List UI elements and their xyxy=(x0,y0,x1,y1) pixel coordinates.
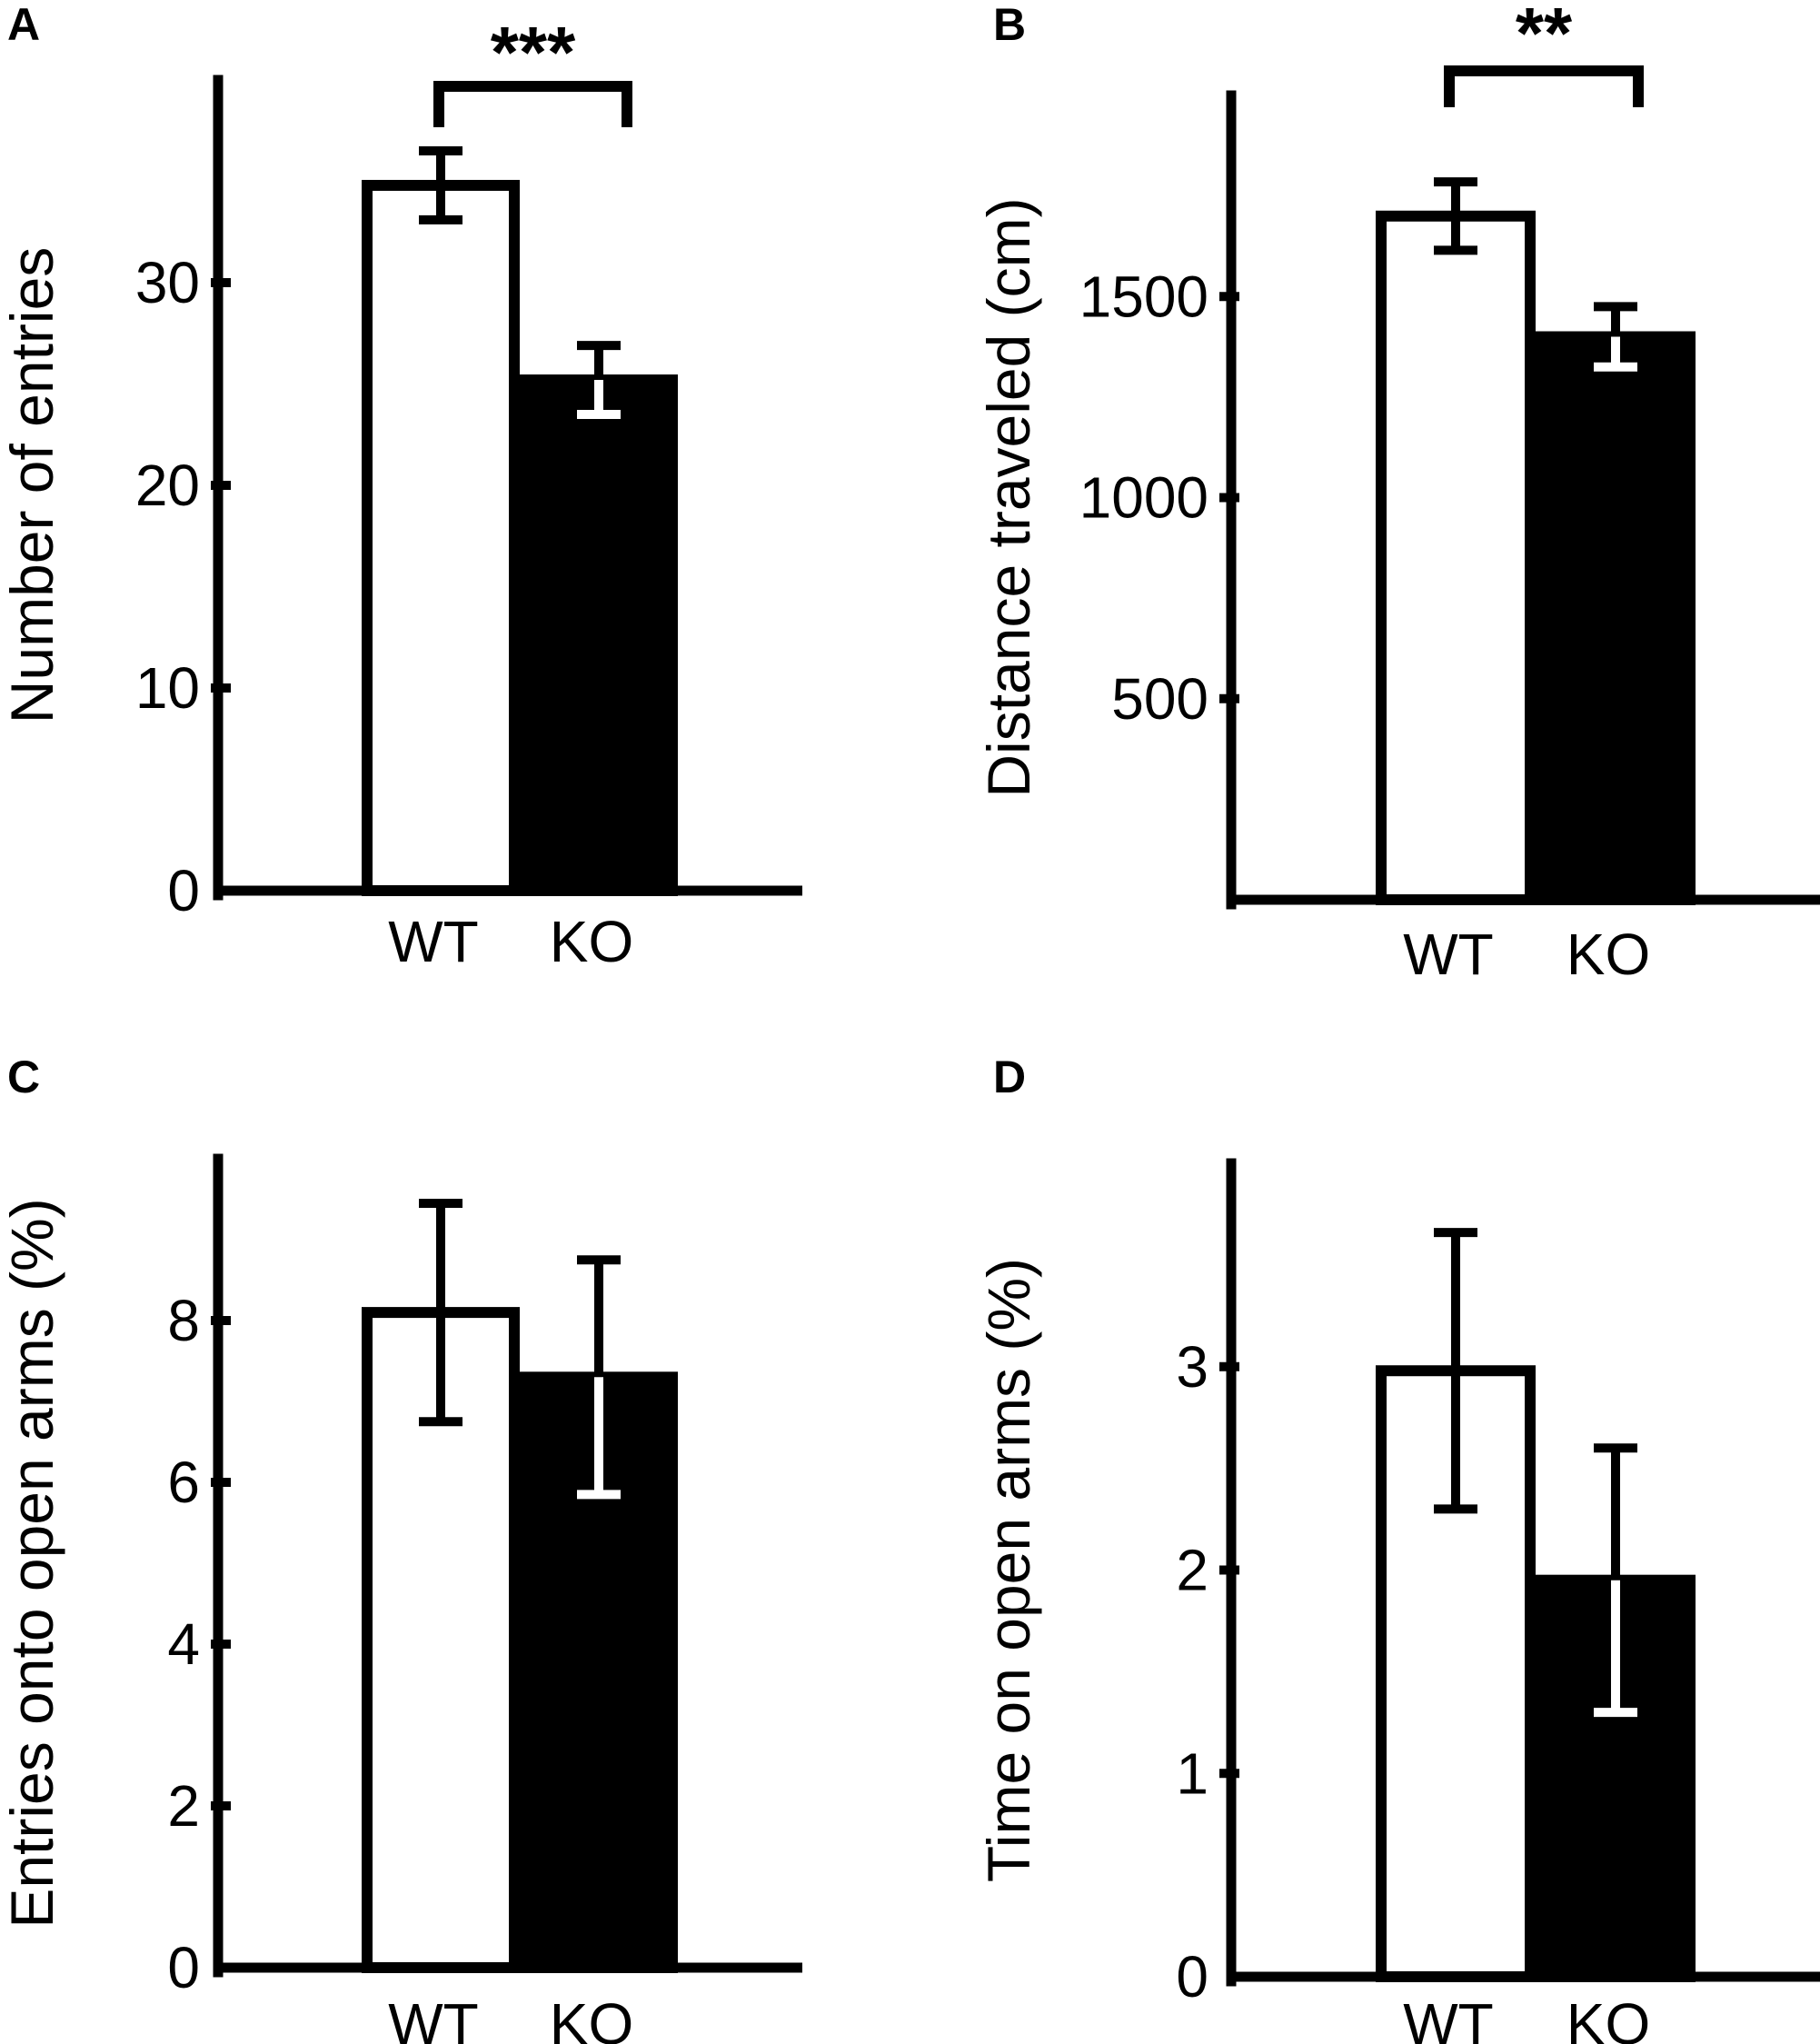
significance-label-b: ** xyxy=(1516,0,1573,74)
x-category-label-wt: WT xyxy=(1403,1991,1494,2044)
y-tick-label-c-6: 6 xyxy=(167,1450,200,1515)
y-tick-label-d-3: 3 xyxy=(1176,1334,1208,1400)
x-category-label-wt: WT xyxy=(388,909,479,974)
y-tick-label-d-1: 1 xyxy=(1176,1740,1208,1806)
panel-label-a: A xyxy=(7,0,40,50)
y-axis-title-d: Time on open arms (%) xyxy=(975,1258,1042,1882)
bar-wt xyxy=(362,179,520,896)
y-tick-label-b-1500: 1500 xyxy=(1079,264,1208,329)
panel-label-c: C xyxy=(7,1052,40,1102)
y-tick-label-c-4: 4 xyxy=(167,1611,200,1677)
bar-ko xyxy=(520,374,678,897)
y-tick-label-c-8: 8 xyxy=(167,1288,200,1353)
y-tick-label-d-0: 0 xyxy=(1176,1944,1208,2009)
y-tick-label-a-30: 30 xyxy=(135,250,200,315)
y-tick-label-b-500: 500 xyxy=(1111,666,1208,732)
panel-d: D 0 1 2 3 WT KO Time on open arms (%) xyxy=(975,1052,1820,2044)
panel-c: C 0 2 4 6 8 WT KO Entries onto open arms (%) xyxy=(0,1052,802,2044)
significance-label-a: *** xyxy=(491,12,576,93)
x-category-label-ko: KO xyxy=(550,1991,633,2044)
x-category-label-ko: KO xyxy=(550,909,633,974)
y-tick-label-b-1000: 1000 xyxy=(1079,465,1208,531)
y-axis-title-c: Entries onto open arms (%) xyxy=(0,1198,65,1928)
bar-wt xyxy=(1376,210,1536,905)
y-tick-label-c-2: 2 xyxy=(167,1773,200,1839)
y-tick-label-a-10: 10 xyxy=(135,655,200,721)
panel-label-b: B xyxy=(993,0,1026,50)
significance-bracket-b xyxy=(1444,65,1644,107)
significance-bracket-a xyxy=(433,81,632,127)
panel-b: B 500 1000 1500 WT KO Distance traveled (cm) ** xyxy=(975,0,1820,987)
x-category-label-ko: KO xyxy=(1566,1991,1650,2044)
y-tick-label-a-0: 0 xyxy=(167,858,200,923)
y-tick-label-c-0: 0 xyxy=(167,1935,200,2000)
bar-ko xyxy=(1536,331,1696,905)
x-category-label-ko: KO xyxy=(1566,922,1650,987)
y-tick-label-a-20: 20 xyxy=(135,453,200,518)
y-tick-label-d-2: 2 xyxy=(1176,1538,1208,1603)
y-axis-title-b: Distance traveled (cm) xyxy=(975,197,1042,797)
x-category-label-wt: WT xyxy=(388,1991,479,2044)
panel-a: A 0 10 20 30 WT KO Number of entries *** xyxy=(0,0,802,974)
y-axis-title-a: Number of entries xyxy=(0,247,65,724)
panel-label-d: D xyxy=(993,1052,1026,1102)
x-category-label-wt: WT xyxy=(1403,922,1494,987)
